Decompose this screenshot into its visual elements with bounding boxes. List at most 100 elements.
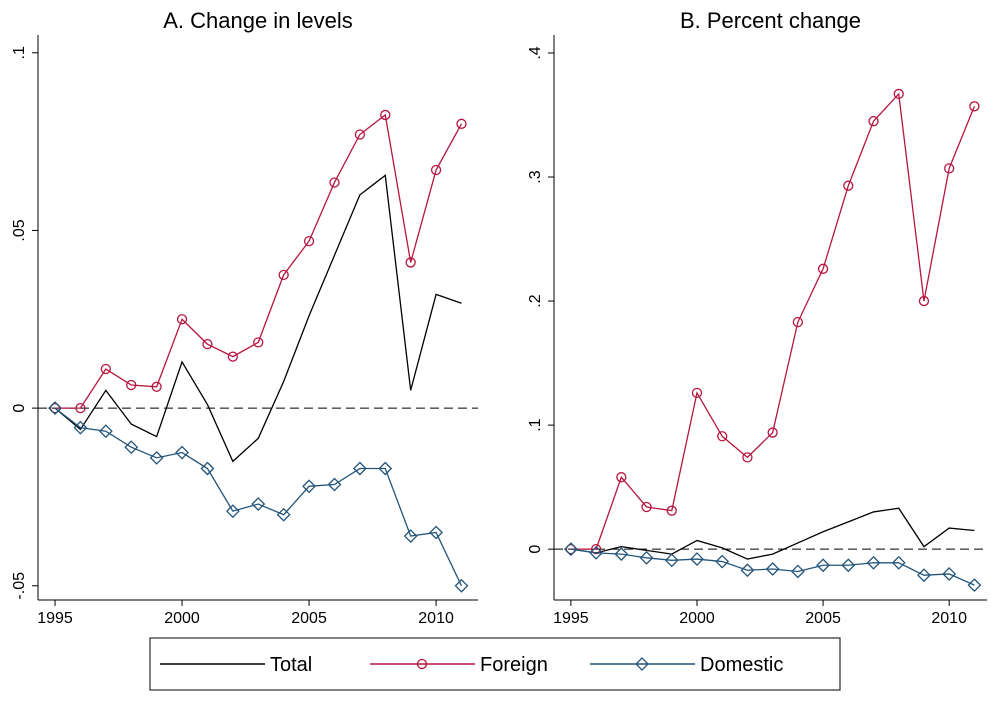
y-tick-label: .05 [11,219,28,241]
marker [969,101,980,112]
marker [942,567,957,581]
x-tick-label: 2005 [805,610,841,627]
marker [175,445,189,460]
marker [456,118,467,129]
marker [742,452,753,463]
y-tick-label: .2 [527,294,544,307]
marker [790,564,805,579]
marker [866,555,881,570]
marker [49,402,61,414]
chart-title: A. Change in levels [163,8,353,33]
legend-marker [635,657,649,671]
marker [767,427,778,438]
x-tick-label: 2005 [291,610,327,627]
y-tick-label: .1 [11,46,28,59]
marker [253,337,264,348]
marker [691,387,703,399]
marker [944,163,955,174]
marker [200,461,215,476]
legend-label: Total [270,654,312,676]
marker [639,550,654,565]
marker [918,295,930,307]
marker [891,555,906,570]
marker [868,116,879,127]
marker [378,461,393,476]
series-line [570,507,975,560]
marker [126,379,137,391]
marker [303,235,315,247]
marker [276,507,291,522]
legend-label: Domestic [700,654,783,676]
x-tick-label: 2000 [679,610,715,627]
marker [176,314,188,325]
marker [302,479,316,494]
marker [403,529,418,543]
marker [893,88,904,100]
marker [765,562,780,576]
series-line [570,548,975,586]
marker [251,497,266,511]
x-tick-label: 2000 [164,610,200,627]
marker [589,545,604,560]
y-tick-label: -.05 [11,572,28,600]
marker [690,552,704,566]
marker [664,553,679,568]
legend-marker [416,658,428,670]
marker [48,401,62,416]
y-tick-label: 0 [11,404,28,413]
marker [98,424,113,439]
marker [430,164,442,176]
marker [454,578,469,593]
marker [590,543,602,555]
marker [380,109,391,121]
legend-label: Foreign [480,654,548,676]
marker [816,558,830,573]
y-tick-label: .4 [527,46,544,59]
x-tick-label: 1995 [37,610,73,627]
marker [563,542,578,557]
series-line [54,174,462,463]
marker [843,180,854,191]
marker [124,440,139,455]
chart-title: B. Percent change [680,8,861,33]
series-line [54,407,463,587]
x-tick-label: 2010 [931,610,967,627]
marker [151,381,162,392]
marker [717,431,728,442]
x-tick-label: 2010 [418,610,454,627]
marker [278,269,289,281]
series-line [570,92,975,550]
marker [740,563,755,578]
y-tick-label: 0 [527,545,544,554]
marker [100,363,111,375]
marker [641,501,652,513]
legend-box [149,637,841,691]
x-tick-label: 1995 [553,610,589,627]
marker [841,558,856,573]
marker [666,505,677,516]
series-line [55,113,463,409]
marker [149,450,164,465]
marker [73,420,88,435]
marker [202,339,213,350]
marker [352,461,367,476]
marker [715,554,730,569]
marker [614,547,629,562]
marker [917,568,931,583]
marker [405,257,416,268]
marker [817,263,829,274]
marker [429,525,444,540]
marker [329,177,340,188]
marker [227,351,238,362]
marker [565,543,577,555]
marker [616,472,627,483]
y-tick-label: .1 [527,418,544,431]
marker [225,504,240,519]
marker [354,129,366,140]
marker [75,402,86,414]
marker [967,578,982,593]
marker [327,477,342,492]
y-tick-label: .3 [527,170,544,183]
marker [792,317,804,328]
